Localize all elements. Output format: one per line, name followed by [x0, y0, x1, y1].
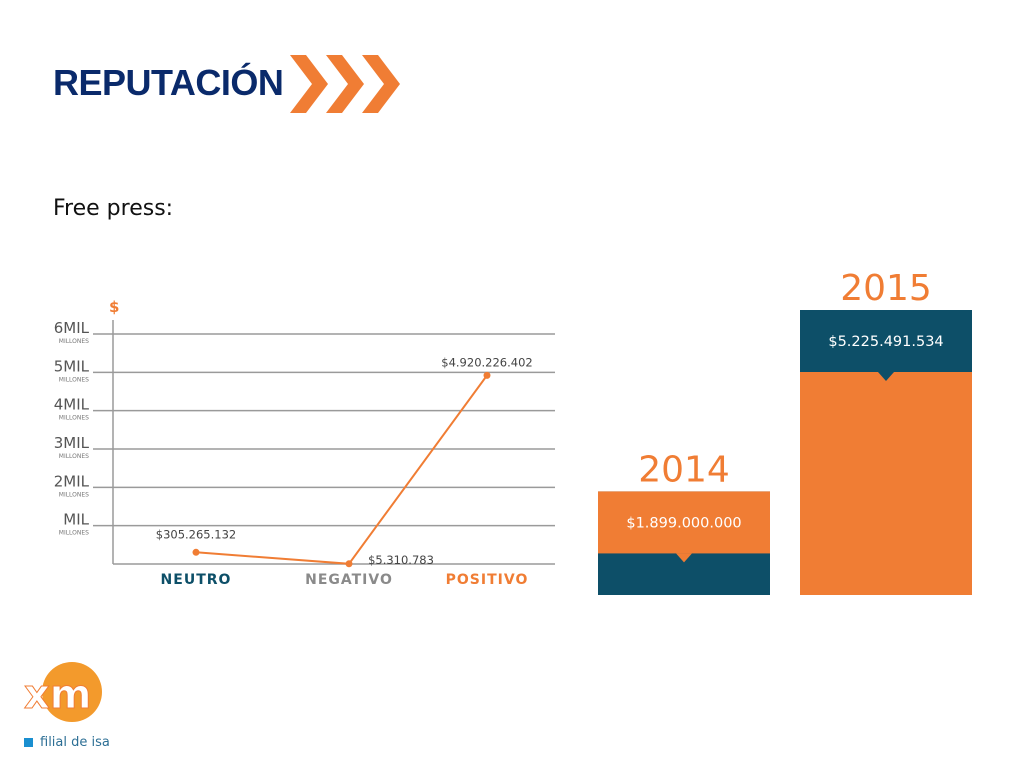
- data-label: $4.920.226.402: [441, 355, 532, 369]
- data-label: $5.310.783: [368, 553, 434, 567]
- category-label: NEGATIVO: [305, 572, 393, 588]
- chevron-arrows-icon: [290, 55, 400, 113]
- y-tick-label: 6MIL: [54, 319, 90, 337]
- bar-value-label: $5.225.491.534: [828, 334, 943, 350]
- bar-value-label: $1.899.000.000: [626, 515, 741, 531]
- bar-year-label: 2014: [638, 449, 730, 490]
- y-tick-unit: MILLONES: [59, 491, 89, 498]
- value-band: [800, 310, 972, 372]
- y-tick-label: 3MIL: [54, 434, 90, 452]
- y-tick-unit: MILLONES: [59, 415, 89, 422]
- line-chart: $MILMILLONES2MILMILLONES3MILMILLONES4MIL…: [54, 298, 555, 588]
- svg-text:xm: xm: [24, 672, 91, 718]
- section-subtitle: Free press:: [53, 196, 174, 221]
- xm-logo: xm: [24, 662, 102, 722]
- bar-group: $1.899.000.000 2014: [598, 449, 770, 595]
- y-tick-unit: MILLONES: [59, 453, 89, 460]
- y-tick-label: 2MIL: [54, 472, 90, 490]
- category-label: NEUTRO: [161, 572, 232, 588]
- y-tick-unit: MILLONES: [59, 338, 89, 345]
- y-tick-label: MIL: [63, 511, 89, 529]
- bar-group: $5.225.491.534 2015: [800, 268, 972, 595]
- logo-caption: filial de isa: [40, 735, 110, 750]
- logo-square-icon: [24, 738, 33, 747]
- data-point: [192, 548, 200, 556]
- y-tick-unit: MILLONES: [59, 376, 89, 383]
- y-tick-unit: MILLONES: [59, 530, 89, 537]
- value-band-pointer: [878, 372, 894, 381]
- series-line: [195, 374, 488, 565]
- y-tick-label: 5MIL: [54, 357, 90, 375]
- y-tick-label: 4MIL: [54, 396, 90, 414]
- category-label: POSITIVO: [446, 572, 529, 588]
- page-title: REPUTACIÓN: [53, 62, 284, 103]
- currency-symbol: $: [109, 298, 119, 316]
- bar-year-label: 2015: [840, 268, 932, 309]
- data-point: [345, 560, 353, 568]
- value-band-pointer: [676, 553, 692, 563]
- bar-chart: $1.899.000.000 2014 $5.225.491.534 2015: [598, 268, 972, 595]
- data-label: $305.265.132: [156, 527, 236, 541]
- value-band: [598, 491, 770, 554]
- data-point: [483, 371, 491, 379]
